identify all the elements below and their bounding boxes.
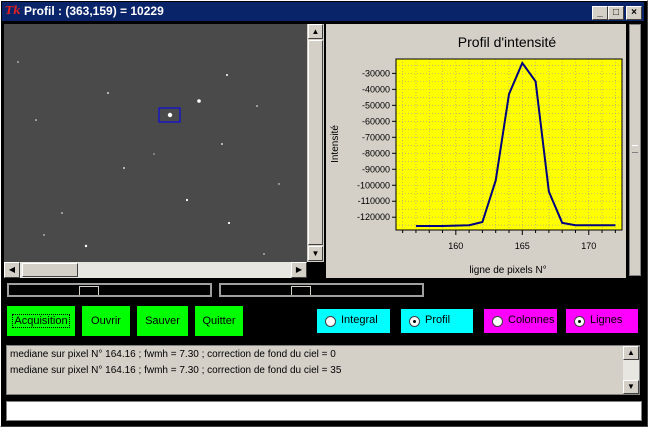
app-icon: Tk: [5, 4, 21, 17]
plot-background: [396, 59, 622, 230]
x-tick-label: 160: [448, 241, 463, 251]
slider-right[interactable]: [219, 283, 424, 297]
radio-profil-label: Profil: [425, 314, 451, 326]
star-image-canvas[interactable]: [4, 24, 307, 262]
quitter-button[interactable]: Quitter: [195, 306, 243, 336]
star: [107, 92, 109, 94]
radio-profil[interactable]: Profil: [401, 309, 473, 333]
chart-svg: Profil d'intensité -30000 -40000 -50000 -60…: [330, 34, 623, 276]
star: [43, 234, 45, 236]
x-axis-ticks: 160 165 170: [402, 230, 616, 251]
star: [226, 74, 228, 76]
scroll-left-button[interactable]: ◀: [4, 262, 20, 278]
vertical-scroll-thumb[interactable]: [308, 40, 323, 245]
radio-integral-label: Integral: [341, 314, 378, 326]
y-tick-label: -110000: [358, 196, 390, 206]
x-axis-label: ligne de pixels N°: [469, 265, 546, 276]
star: [167, 112, 173, 118]
slider-left[interactable]: [7, 283, 212, 297]
radio-integral[interactable]: Integral: [317, 309, 390, 333]
radio-circle-icon: [492, 316, 503, 327]
scroll-down-button[interactable]: ▼: [308, 246, 323, 261]
star: [185, 198, 189, 202]
y-axis-label: Intensité: [330, 125, 341, 163]
close-button[interactable]: ×: [626, 6, 642, 20]
y-tick-label: -70000: [362, 132, 390, 142]
y-tick-label: -50000: [362, 100, 390, 110]
star: [263, 253, 265, 255]
title-bar[interactable]: Tk Profil : (363,159) = 10229 _ □ ×: [2, 2, 644, 21]
x-tick-label: 165: [515, 241, 530, 251]
selection-box: [158, 107, 181, 123]
log-scroll-down-button[interactable]: ▼: [623, 380, 639, 394]
horizontal-scroll-thumb[interactable]: [22, 263, 78, 277]
x-tick-label: 170: [581, 241, 596, 251]
plot-frame: [395, 58, 623, 231]
minimize-button[interactable]: _: [592, 6, 608, 20]
radio-colonnes[interactable]: Colonnes: [484, 309, 557, 333]
star: [17, 61, 19, 63]
image-horizontal-scrollbar[interactable]: ◀ ▶: [4, 262, 307, 278]
log-text-area[interactable]: mediane sur pixel N° 164.16 ; fwmh = 7.3…: [6, 345, 640, 395]
slider-left-thumb[interactable]: [79, 286, 99, 295]
star: [221, 143, 223, 145]
star-field: [17, 61, 280, 255]
radio-circle-icon: [325, 316, 336, 327]
star: [197, 99, 201, 103]
side-scroll-grip[interactable]: [632, 145, 638, 153]
y-tick-label: -80000: [362, 148, 390, 158]
y-tick-label: -90000: [362, 164, 390, 174]
star: [153, 153, 155, 155]
slider-right-thumb[interactable]: [291, 286, 311, 295]
chart-series: [415, 60, 616, 228]
acquisition-button[interactable]: Acquisition: [7, 306, 75, 336]
y-tick-label: -100000: [357, 180, 390, 190]
y-axis-ticks: -30000 -40000 -50000 -60000 -70000 -80000 -900…: [357, 68, 396, 222]
y-tick-label: -120000: [357, 212, 390, 222]
image-vertical-scrollbar[interactable]: ▲ ▼: [307, 24, 324, 262]
y-tick-label: -30000: [362, 68, 390, 78]
radio-lignes[interactable]: Lignes: [566, 309, 638, 333]
ouvrir-button[interactable]: Ouvrir: [82, 306, 130, 336]
command-entry[interactable]: [6, 401, 642, 421]
intensity-profile-chart: Profil d'intensité -30000 -40000 -50000 -60…: [326, 24, 626, 278]
star: [278, 183, 280, 185]
log-line: mediane sur pixel N° 164.16 ; fwmh = 7.3…: [10, 349, 336, 360]
sauver-button[interactable]: Sauver: [137, 306, 188, 336]
profile-line: [415, 60, 616, 228]
star: [84, 244, 88, 248]
y-tick-label: -60000: [362, 116, 390, 126]
star: [61, 212, 63, 214]
radio-selected-icon: [409, 316, 420, 327]
star: [35, 119, 37, 121]
chart-title: Profil d'intensité: [458, 34, 557, 50]
radio-lignes-label: Lignes: [590, 314, 623, 326]
log-scroll-up-button[interactable]: ▲: [623, 346, 639, 360]
right-side-scrollbar[interactable]: [629, 24, 641, 276]
scroll-up-button[interactable]: ▲: [308, 24, 323, 39]
log-scrollbar[interactable]: ▲ ▼: [623, 346, 639, 394]
radio-selected-icon: [574, 316, 585, 327]
radio-colonnes-label: Colonnes: [508, 314, 555, 326]
window-title: Profil : (363,159) = 10229: [24, 4, 164, 18]
acquisition-label: Acquisition: [12, 314, 70, 328]
star: [227, 221, 231, 225]
y-tick-label: -40000: [362, 84, 390, 94]
scroll-right-button[interactable]: ▶: [291, 262, 307, 278]
maximize-button[interactable]: □: [608, 6, 624, 20]
star: [123, 167, 125, 169]
star: [256, 105, 258, 107]
log-line: mediane sur pixel N° 164.16 ; fwmh = 7.3…: [10, 365, 342, 376]
